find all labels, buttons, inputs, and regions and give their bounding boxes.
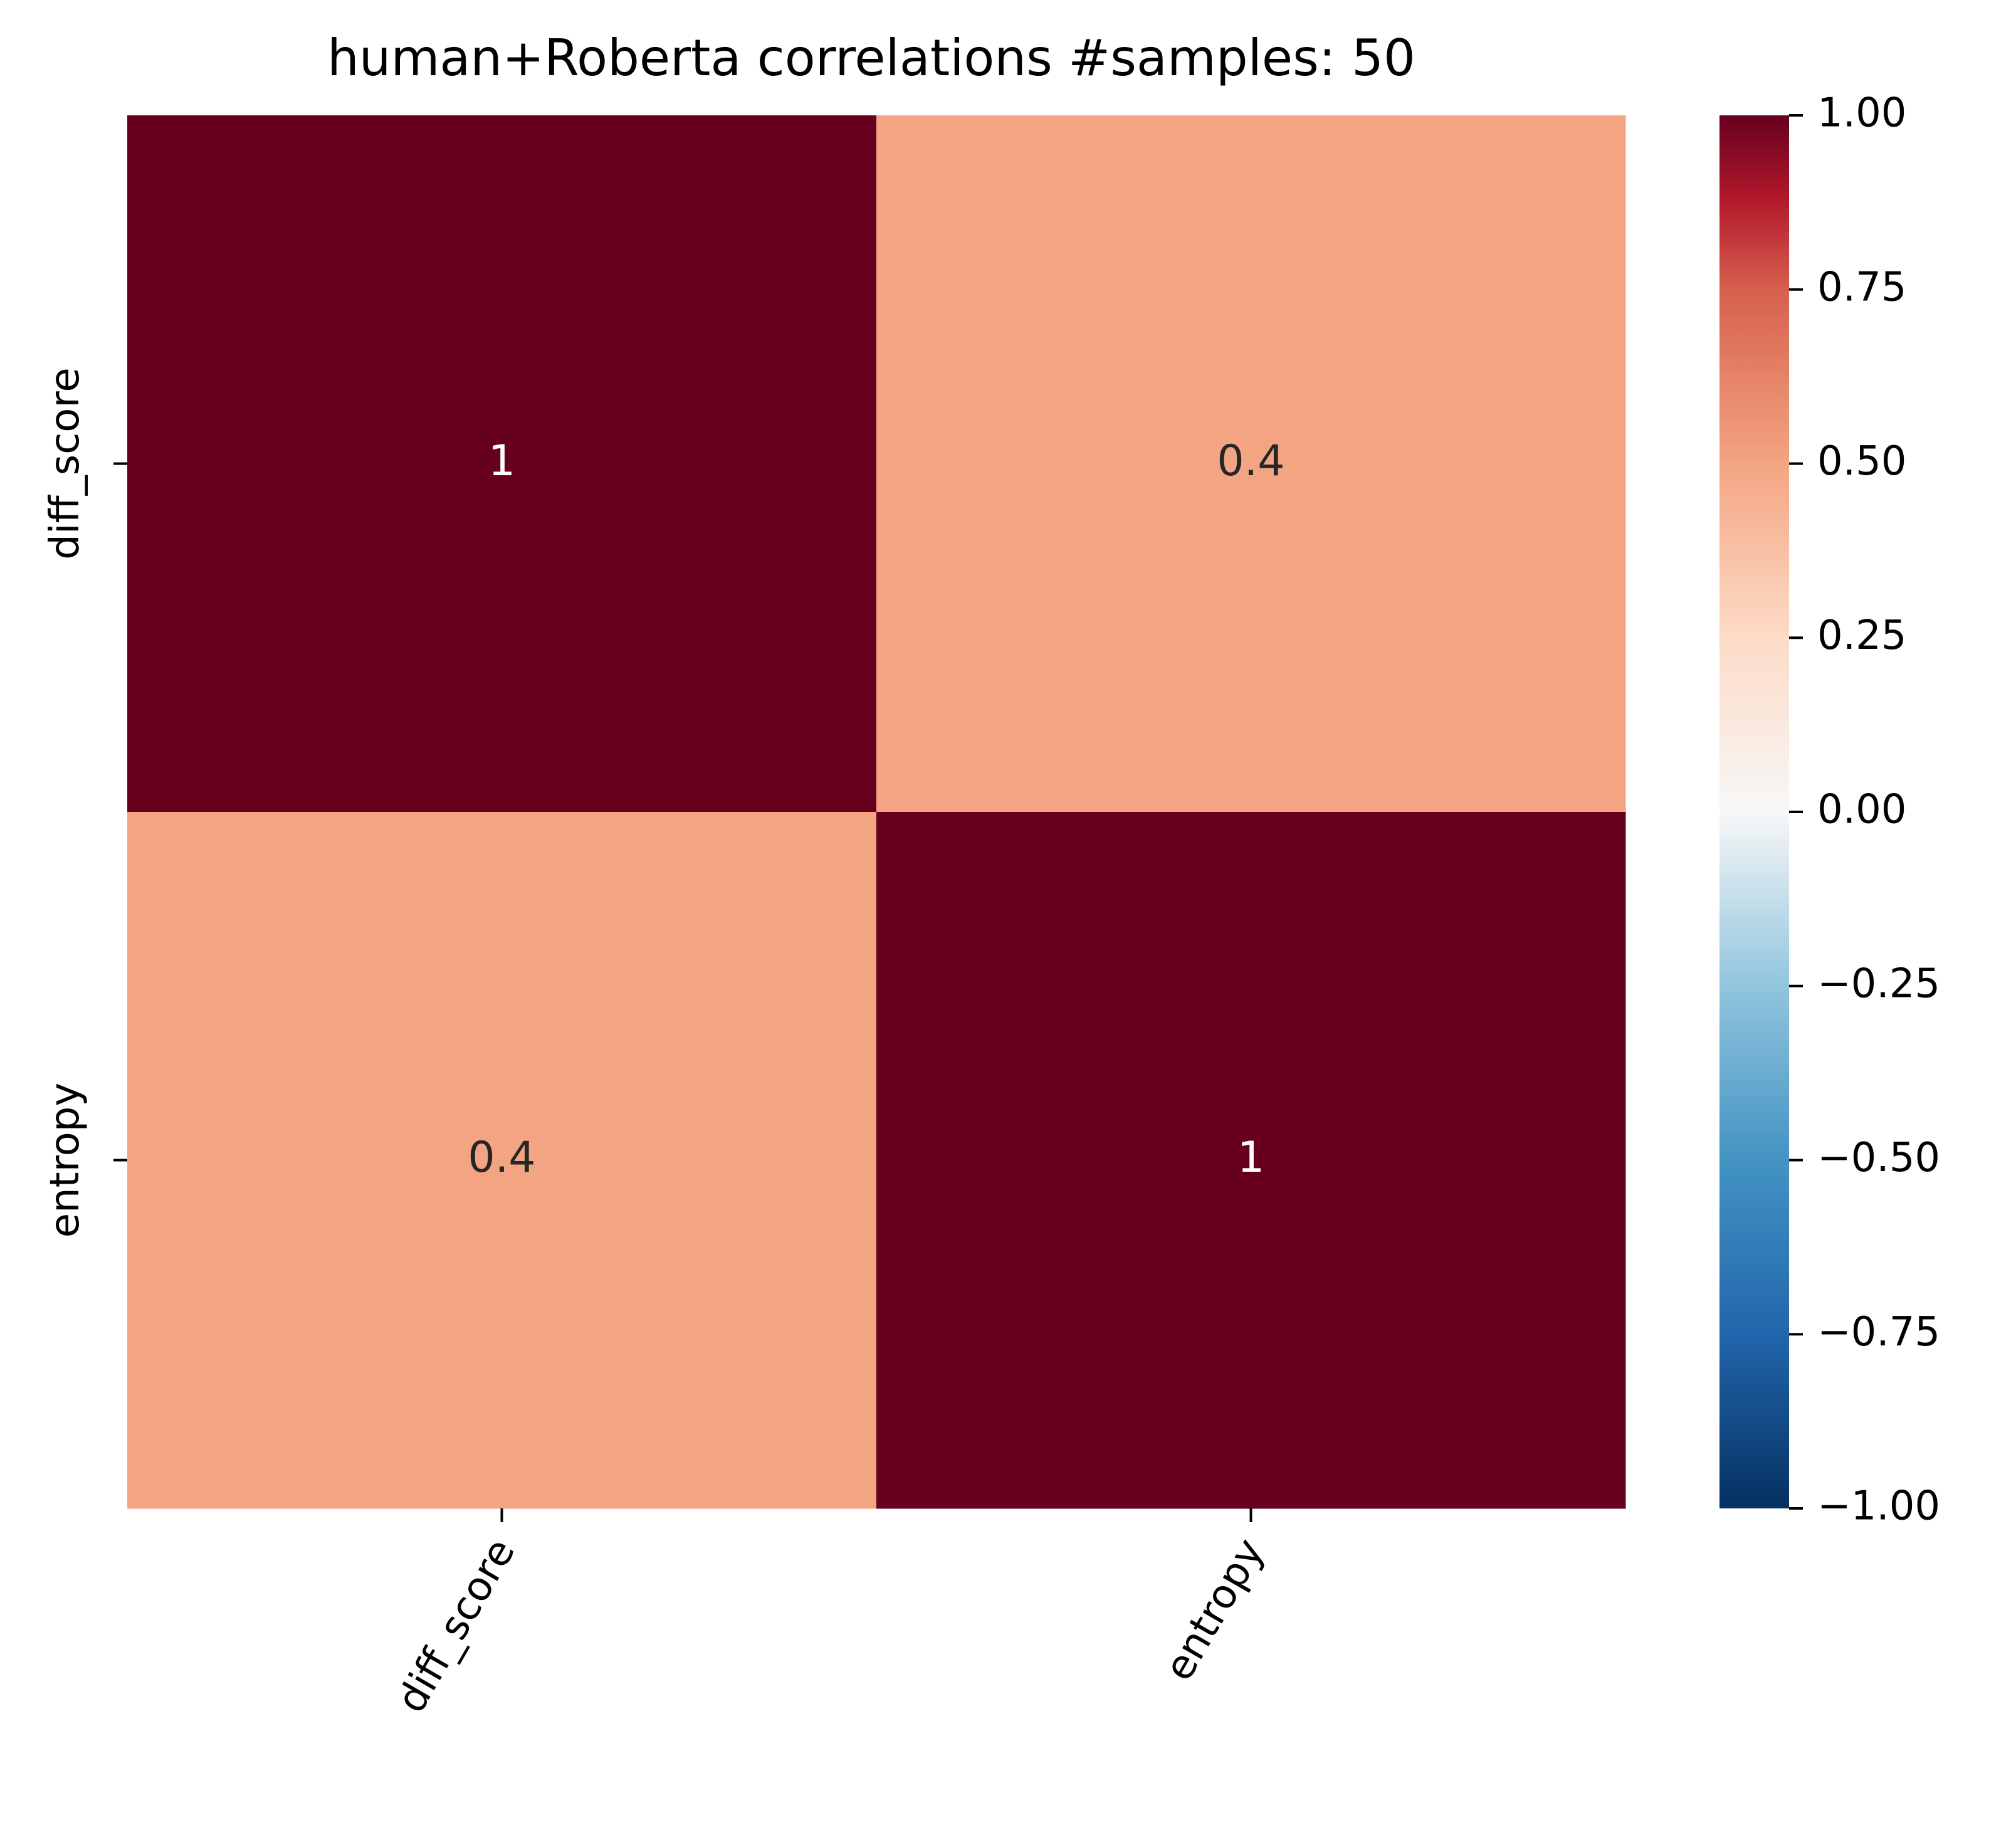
- x-tick-label: entropy: [1155, 1531, 1273, 1688]
- colorbar-tick-label: −0.50: [1817, 1135, 1940, 1181]
- colorbar-gradient: [1719, 115, 1789, 1508]
- colorbar-tick-label: −0.25: [1817, 960, 1940, 1007]
- chart-title: human+Roberta correlations #samples: 50: [327, 29, 1415, 87]
- heatmap-cells: [127, 115, 1626, 1509]
- colorbar-tick-label: −0.75: [1817, 1309, 1940, 1355]
- cell-annotation: 0.4: [1217, 436, 1284, 486]
- x-tick-label: diff_score: [388, 1531, 524, 1720]
- cell-annotation: 1: [1237, 1133, 1264, 1182]
- colorbar: 1.00 0.75 0.50 0.25 0.00 −0.25 −0.50 −0.75 −1.00: [1719, 90, 1940, 1530]
- colorbar-tick-label: 0.00: [1817, 787, 1907, 833]
- colorbar-tick-label: 0.25: [1817, 613, 1907, 659]
- colorbar-ticks: 1.00 0.75 0.50 0.25 0.00 −0.25 −0.50 −0.75 −1.00: [1789, 90, 1940, 1530]
- y-tick-label: entropy: [42, 1083, 88, 1238]
- colorbar-tick-label: 0.75: [1817, 264, 1907, 310]
- colorbar-tick-label: 0.50: [1817, 438, 1907, 485]
- cell-annotation: 1: [488, 436, 515, 486]
- y-tick-label: diff_score: [42, 367, 88, 559]
- colorbar-tick-label: −1.00: [1817, 1483, 1940, 1530]
- colorbar-tick-label: 1.00: [1817, 90, 1907, 137]
- cell-annotation: 0.4: [468, 1133, 535, 1182]
- x-axis: diff_score entropy: [388, 1508, 1273, 1720]
